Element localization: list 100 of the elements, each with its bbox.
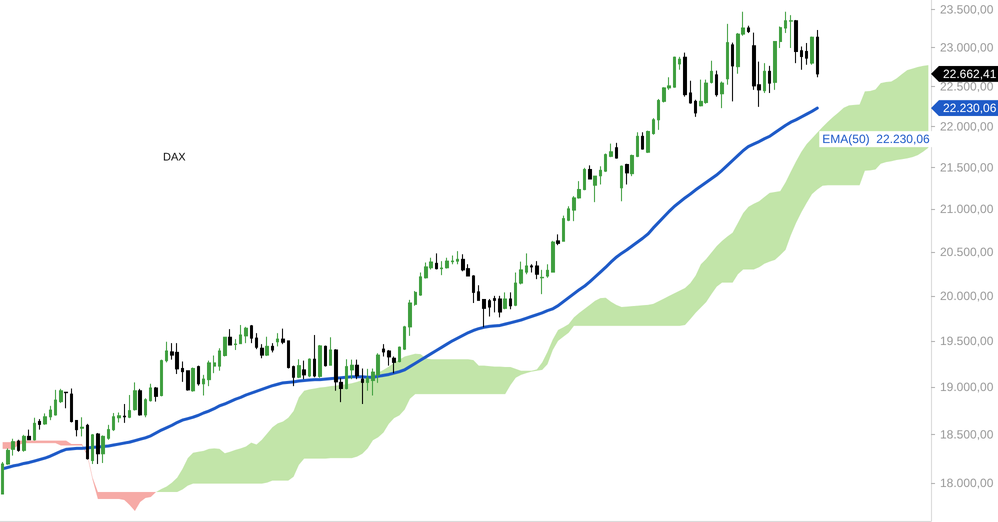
candlestick [213,355,216,374]
candlestick [805,42,808,66]
candlestick [117,412,121,423]
candlestick [715,70,718,98]
candlestick [297,358,301,379]
candlestick [514,272,517,307]
candlestick [540,269,544,295]
candlestick [281,328,285,345]
candlestick [91,433,94,464]
candlestick [509,292,512,310]
candlestick [726,23,729,86]
candlestick [271,342,274,353]
candlestick [472,274,475,304]
series-label: EMA(50) 22.230,06 [822,132,930,146]
candlestick [366,368,369,392]
candlestick [477,284,480,302]
candlestick [22,434,26,452]
candlestick [535,260,539,280]
candlestick [287,340,290,369]
candlestick [17,439,20,452]
candlestick [588,164,592,180]
y-tick-label: 21.000,00 [940,202,994,216]
candlestick [784,11,787,34]
candlestick [207,360,211,387]
candlestick [6,448,10,466]
candlestick [498,295,502,318]
candlestick [308,358,311,378]
candlestick [38,418,41,430]
candlestick [630,154,634,177]
candlestick [562,215,565,242]
y-tick-label: 21.500,00 [940,160,994,174]
candlestick [567,206,570,222]
candlestick [593,175,597,203]
candlestick [583,167,586,191]
candlestick [419,272,422,296]
candlestick [86,423,89,460]
candlestick [530,264,533,274]
candlestick [181,361,184,382]
candlestick [260,344,264,359]
candlestick [710,60,713,84]
candlestick [27,429,31,441]
y-tick-label: 23.000,00 [940,40,994,55]
candlestick [154,386,158,402]
candlestick [451,255,454,265]
candlestick [810,36,814,66]
candlestick [620,164,623,202]
y-tick-label: 22.500,00 [940,80,994,94]
candlestick [435,252,438,270]
candlestick [683,52,687,98]
y-tick-label: 23.500,00 [940,2,994,16]
candlestick [302,360,306,380]
candlestick [636,132,639,158]
candlestick [794,20,798,64]
y-tick-label: 19.000,00 [940,380,994,394]
candlestick [615,142,618,160]
candlestick [345,358,348,390]
candlestick [1,462,4,495]
candlestick [779,26,782,49]
candlestick [191,367,195,392]
candlestick [123,403,126,424]
candlestick [160,359,163,397]
candlestick [107,424,110,440]
y-tick-label: 19.500,00 [940,334,994,348]
candlestick [689,80,692,104]
candlestick [800,46,803,70]
candlestick [720,81,724,109]
candlestick [604,152,607,172]
candlestick [197,365,200,386]
candlestick [202,374,205,396]
candlestick [646,130,650,154]
candlestick [318,344,322,378]
candlestick [59,388,63,404]
candlestick [11,438,15,456]
candlestick [133,382,137,412]
candlestick [49,405,52,421]
candlestick [149,383,152,402]
candlestick [292,365,295,387]
candlestick [731,42,734,102]
y-tick-label: 20.500,00 [940,245,994,260]
candlestick [398,346,401,363]
candlestick [657,98,660,130]
candlestick [440,260,443,276]
candlestick [747,25,750,34]
candlestick [329,336,332,366]
candlestick [445,257,449,270]
candlestick [609,143,613,158]
candlestick [525,252,528,275]
candlestick [265,336,269,356]
candlestick [128,394,131,419]
candlestick [493,295,496,313]
candlestick [138,388,142,416]
candlestick [33,417,36,442]
candlestick [43,412,47,426]
candlestick [234,338,237,351]
candlestick [355,359,359,380]
candlestick [244,326,248,344]
candlestick [64,391,68,409]
candlestick [239,324,242,345]
candlestick [551,240,555,274]
candlestick [673,56,676,88]
